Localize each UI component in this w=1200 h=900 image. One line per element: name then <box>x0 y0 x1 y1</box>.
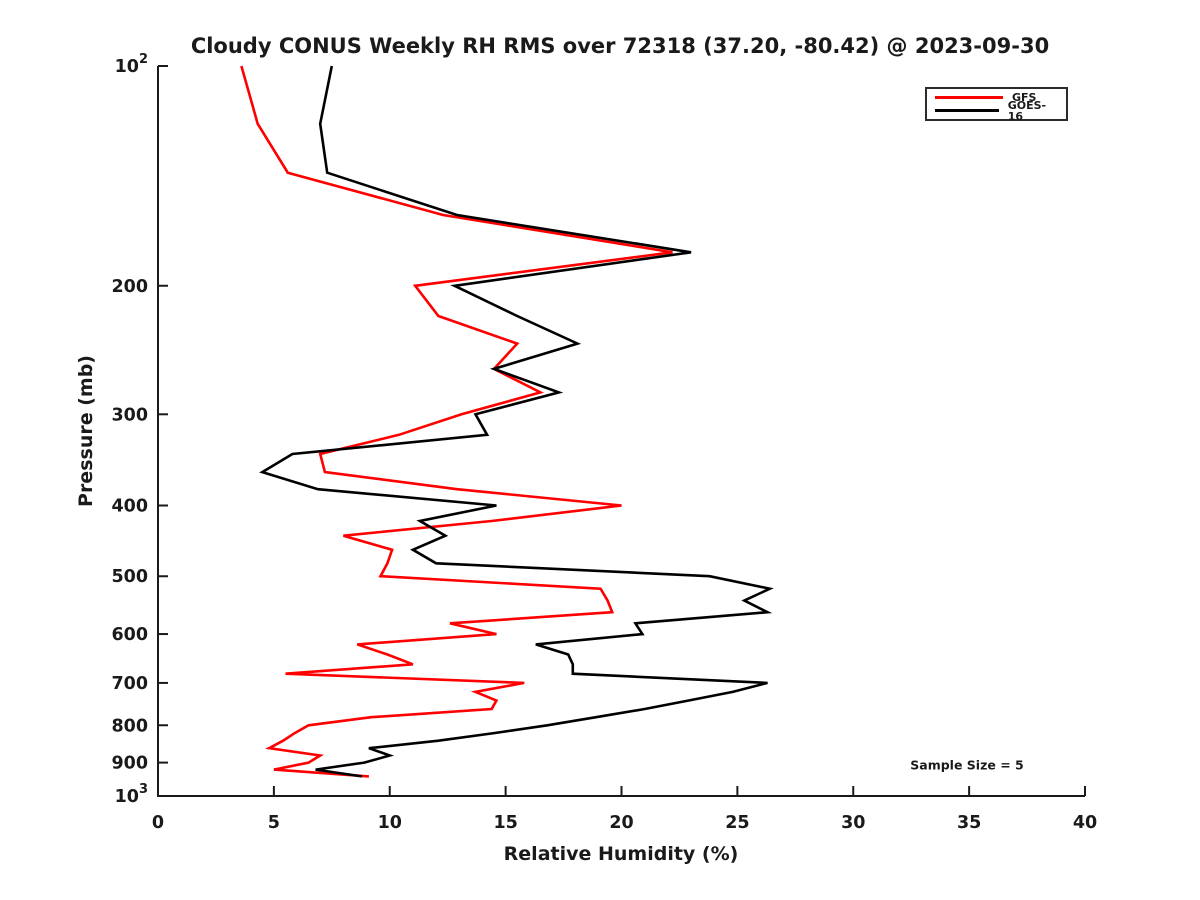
gfs-line <box>240 65 673 778</box>
goes-16-line <box>259 65 774 778</box>
y-tick-label: 103 <box>115 782 148 807</box>
x-tick-label: 40 <box>1073 813 1097 833</box>
legend-label-goes16: GOES-16 <box>1007 98 1047 123</box>
x-tick-label: 35 <box>957 813 981 833</box>
y-tick-label: 900 <box>111 754 148 774</box>
y-tick-label: 700 <box>111 674 148 694</box>
legend-item-goes16: GOES-16 <box>935 100 1058 122</box>
y-tick-label: 400 <box>111 497 148 517</box>
x-tick-label: 0 <box>152 813 164 833</box>
y-axis-label: Pressure (mb) <box>75 355 97 507</box>
legend: GFS GOES-16 <box>925 87 1068 122</box>
x-axis-label: Relative Humidity (%) <box>503 843 739 865</box>
x-tick-label: 20 <box>609 813 633 833</box>
goes16-line-swatch <box>935 109 999 112</box>
chart-title: Cloudy CONUS Weekly RH RMS over 72318 (3… <box>190 34 1050 58</box>
x-tick-label: 10 <box>378 813 402 833</box>
x-tick-label: 5 <box>268 813 280 833</box>
sample-size-annotation: Sample Size = 5 <box>910 757 1024 773</box>
y-tick-label: 500 <box>111 567 148 587</box>
gfs-line-swatch <box>935 96 1003 99</box>
legend-label-gfs: GFS <box>1012 91 1037 104</box>
y-tick-label: 102 <box>115 52 148 77</box>
y-tick-label: 300 <box>111 405 148 425</box>
legend-item-gfs: GFS <box>935 91 1058 104</box>
y-tick-label: 800 <box>111 716 148 736</box>
y-tick-label: 200 <box>111 277 148 297</box>
x-tick-label: 15 <box>493 813 517 833</box>
y-tick-label: 600 <box>111 625 148 645</box>
x-tick-label: 25 <box>725 813 749 833</box>
x-tick-label: 30 <box>841 813 865 833</box>
